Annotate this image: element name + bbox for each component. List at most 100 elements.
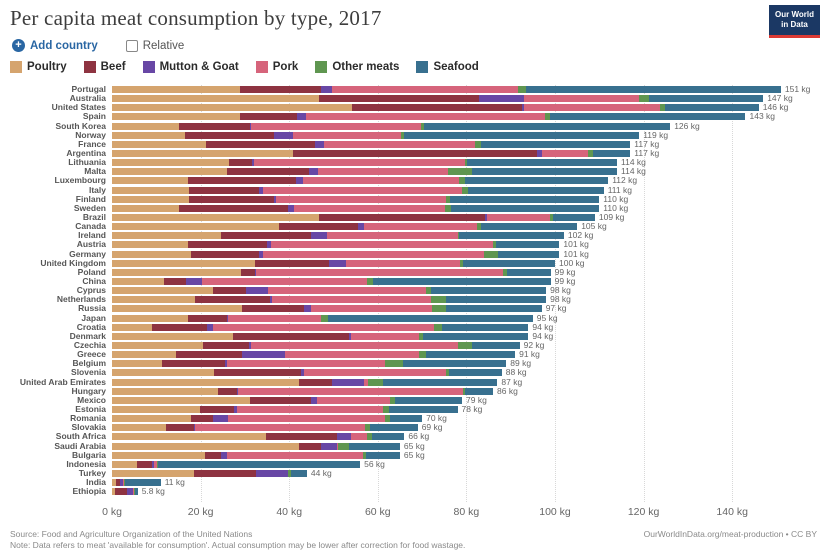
bar-segment-poultry[interactable] — [112, 195, 189, 203]
bar-segment-pork[interactable] — [153, 460, 158, 468]
bar-segment-pork[interactable] — [523, 104, 661, 112]
bar-segment-seafood[interactable] — [526, 86, 781, 94]
bar-segment-beef[interactable] — [279, 223, 358, 231]
bar-segment-seafood[interactable] — [348, 442, 400, 450]
bar-segment-seafood[interactable] — [365, 451, 400, 459]
bar-segment-seafood[interactable] — [395, 396, 462, 404]
bar-segment-poultry[interactable] — [112, 186, 190, 194]
bar-segment-beef[interactable] — [240, 113, 298, 121]
bar-segment-other-meats[interactable] — [518, 86, 527, 94]
bar-segment-beef[interactable] — [188, 241, 268, 249]
bar-segment-poultry[interactable] — [112, 323, 152, 331]
bar-segment-poultry[interactable] — [112, 223, 279, 231]
bar-segment-mutton-goat[interactable] — [119, 479, 124, 487]
bar-segment-pork[interactable] — [271, 296, 431, 304]
bar-segment-seafood[interactable] — [552, 214, 595, 222]
bar-segment-seafood[interactable] — [497, 250, 560, 258]
bar-segment-beef[interactable] — [190, 250, 260, 258]
bar-segment-other-meats[interactable] — [465, 159, 468, 167]
bar-segment-pork[interactable] — [227, 451, 364, 459]
bar-segment-poultry[interactable] — [112, 296, 195, 304]
bar-segment-beef[interactable] — [298, 442, 322, 450]
bar-segment-beef[interactable] — [185, 131, 274, 139]
bar-segment-poultry[interactable] — [112, 259, 256, 267]
bar-segment-seafood[interactable] — [370, 424, 418, 432]
bar-segment-other-meats[interactable] — [550, 214, 553, 222]
bar-segment-mutton-goat[interactable] — [193, 424, 196, 432]
legend-item-beef[interactable]: Beef — [83, 61, 126, 73]
bar-segment-other-meats[interactable] — [367, 433, 372, 441]
bar-segment-mutton-goat[interactable] — [220, 451, 228, 459]
bar-segment-seafood[interactable] — [423, 332, 529, 340]
bar-segment-beef[interactable] — [175, 351, 242, 359]
legend-item-mutton-goat[interactable]: Mutton & Goat — [142, 61, 239, 73]
bar-segment-beef[interactable] — [166, 424, 194, 432]
bar-segment-pork[interactable] — [303, 369, 446, 377]
bar-segment-other-meats[interactable] — [463, 387, 466, 395]
bar-segment-seafood[interactable] — [125, 479, 161, 487]
bar-segment-pork[interactable] — [294, 204, 446, 212]
bar-segment-seafood[interactable] — [446, 305, 542, 313]
bar-segment-poultry[interactable] — [112, 86, 241, 94]
bar-segment-seafood[interactable] — [383, 378, 498, 386]
bar-segment-seafood[interactable] — [390, 415, 423, 423]
bar-segment-poultry[interactable] — [112, 278, 164, 286]
bar-segment-poultry[interactable] — [112, 460, 138, 468]
bar-segment-poultry[interactable] — [112, 268, 241, 276]
bar-segment-other-meats[interactable] — [157, 460, 159, 468]
bar-segment-mutton-goat[interactable] — [259, 186, 264, 194]
relative-toggle[interactable]: Relative — [125, 39, 184, 52]
bar-segment-seafood[interactable] — [462, 259, 555, 267]
bar-segment-mutton-goat[interactable] — [185, 278, 202, 286]
bar-segment-poultry[interactable] — [112, 342, 203, 349]
bar-segment-poultry[interactable] — [112, 287, 213, 295]
bar-segment-poultry[interactable] — [112, 214, 319, 222]
bar-segment-mutton-goat[interactable] — [251, 159, 254, 167]
bar-segment-pork[interactable] — [284, 351, 419, 359]
bar-segment-seafood[interactable] — [450, 195, 600, 203]
bar-segment-pork[interactable] — [263, 250, 485, 258]
legend-item-poultry[interactable]: Poultry — [10, 61, 67, 73]
bar-segment-other-meats[interactable] — [367, 378, 384, 386]
bar-segment-mutton-goat[interactable] — [295, 177, 303, 185]
bar-segment-pork[interactable] — [201, 278, 368, 286]
bar-segment-mutton-goat[interactable] — [127, 488, 134, 496]
bar-segment-other-meats[interactable] — [384, 415, 391, 423]
bar-segment-pork[interactable] — [523, 95, 639, 103]
bar-segment-beef[interactable] — [193, 469, 256, 477]
bar-segment-beef[interactable] — [228, 159, 252, 167]
bar-segment-beef[interactable] — [318, 95, 480, 103]
bar-segment-poultry[interactable] — [112, 177, 189, 185]
bar-segment-beef[interactable] — [318, 214, 485, 222]
bar-segment-beef[interactable] — [250, 396, 312, 404]
bar-segment-pork[interactable] — [253, 159, 466, 167]
bar-segment-pork[interactable] — [276, 195, 447, 203]
relative-checkbox[interactable] — [125, 39, 138, 52]
bar-segment-poultry[interactable] — [112, 488, 115, 496]
bar-segment-beef[interactable] — [266, 433, 338, 441]
bar-segment-pork[interactable] — [267, 287, 427, 295]
bar-segment-other-meats[interactable] — [124, 479, 126, 487]
bar-segment-other-meats[interactable] — [430, 296, 446, 304]
bar-segment-beef[interactable] — [206, 140, 315, 148]
bar-segment-poultry[interactable] — [112, 451, 206, 459]
bar-segment-beef[interactable] — [178, 204, 288, 212]
bar-segment-poultry[interactable] — [112, 433, 267, 441]
bar-segment-mutton-goat[interactable] — [270, 296, 272, 304]
bar-segment-other-meats[interactable] — [457, 232, 460, 240]
bar-segment-beef[interactable] — [218, 387, 237, 395]
bar-segment-seafood[interactable] — [371, 433, 405, 441]
bar-segment-seafood[interactable] — [372, 278, 551, 286]
bar-segment-seafood[interactable] — [158, 460, 361, 468]
bar-segment-other-meats[interactable] — [503, 268, 508, 276]
bar-segment-beef[interactable] — [213, 369, 302, 377]
bar-segment-poultry[interactable] — [112, 396, 251, 404]
bar-segment-beef[interactable] — [227, 168, 310, 176]
bar-segment-seafood[interactable] — [449, 369, 502, 377]
bar-segment-poultry[interactable] — [112, 131, 186, 139]
bar-segment-beef[interactable] — [114, 488, 128, 496]
bar-segment-mutton-goat[interactable] — [227, 314, 229, 322]
bar-segment-other-meats[interactable] — [638, 95, 650, 103]
bar-segment-seafood[interactable] — [664, 104, 759, 112]
bar-segment-other-meats[interactable] — [133, 488, 136, 496]
